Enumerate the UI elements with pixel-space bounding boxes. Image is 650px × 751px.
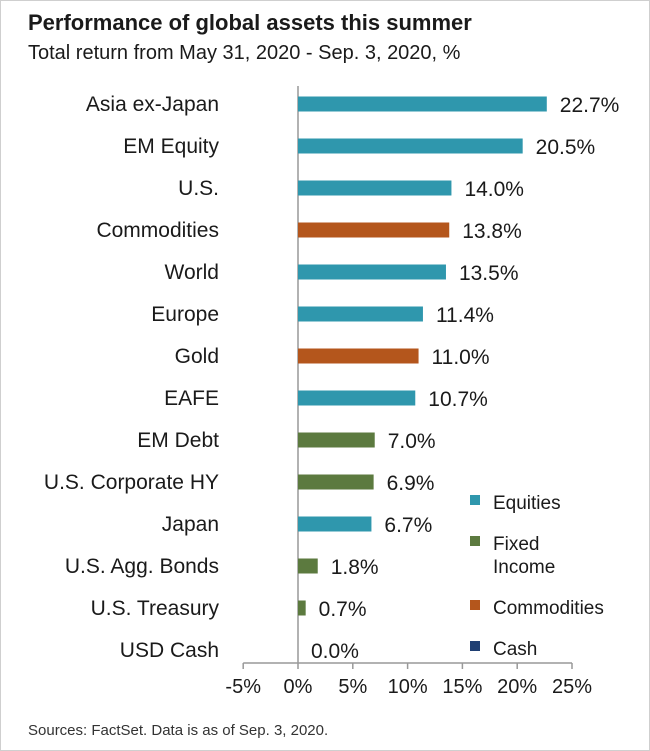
bar-japan [298, 516, 372, 532]
legend-label-commodities: Commodities [493, 598, 604, 619]
x-tick-label: 20% [497, 676, 537, 698]
value-label-eafe: 10.7% [428, 388, 488, 411]
value-label-u-s: 14.0% [464, 178, 524, 201]
value-label-em-debt: 7.0% [388, 430, 436, 453]
category-label-u-s: U.S. [178, 177, 219, 200]
bar-gold [298, 348, 419, 364]
category-label-europe: Europe [151, 303, 219, 326]
bar-u-s-agg-bonds [298, 558, 318, 574]
chart-title: Performance of global assets this summer [28, 10, 472, 35]
value-label-u-s-treasury: 0.7% [319, 598, 367, 621]
x-tick-label: 25% [552, 676, 592, 698]
category-label-asia-ex-japan: Asia ex-Japan [86, 93, 219, 116]
x-tick-label: 10% [388, 676, 428, 698]
category-label-japan: Japan [162, 513, 219, 536]
legend-swatch-equities [470, 495, 480, 505]
chart-subtitle: Total return from May 31, 2020 - Sep. 3,… [28, 42, 461, 64]
bar-commodities [298, 222, 450, 238]
x-tick-label: 5% [338, 676, 367, 698]
category-label-u-s-agg-bonds: U.S. Agg. Bonds [65, 555, 219, 578]
category-label-eafe: EAFE [164, 387, 219, 410]
bar-eafe [298, 390, 416, 406]
legend-swatch-cash [470, 641, 480, 651]
category-label-u-s-corporate-hy: U.S. Corporate HY [44, 471, 219, 494]
x-tick-label: 0% [284, 676, 313, 698]
bar-u-s-corporate-hy [298, 474, 374, 490]
legend-label-fixed-income: Income [493, 557, 555, 578]
source-note: Sources: FactSet. Data is as of Sep. 3, … [28, 722, 329, 739]
category-label-commodities: Commodities [96, 219, 219, 242]
category-label-u-s-treasury: U.S. Treasury [91, 597, 220, 620]
value-label-world: 13.5% [459, 262, 519, 285]
x-tick-label: -5% [225, 676, 261, 698]
bar-u-s [298, 180, 452, 196]
bar-em-equity [298, 138, 523, 154]
value-label-usd-cash: 0.0% [311, 640, 359, 663]
value-label-u-s-agg-bonds: 1.8% [331, 556, 379, 579]
value-label-em-equity: 20.5% [536, 136, 596, 159]
category-label-gold: Gold [175, 345, 219, 368]
value-label-europe: 11.4% [436, 304, 494, 327]
value-label-japan: 6.7% [384, 514, 432, 537]
value-label-u-s-corporate-hy: 6.9% [387, 472, 435, 495]
category-label-usd-cash: USD Cash [120, 639, 219, 662]
category-label-world: World [165, 261, 219, 284]
value-label-commodities: 13.8% [462, 220, 522, 243]
bar-asia-ex-japan [298, 96, 547, 112]
x-tick-label: 15% [442, 676, 482, 698]
value-label-asia-ex-japan: 22.7% [560, 94, 620, 117]
bar-world [298, 264, 446, 280]
legend-label-fixed-income: Fixed [493, 534, 539, 555]
legend-label-cash: Cash [493, 639, 537, 660]
legend-swatch-fixed-income [470, 536, 480, 546]
legend-label-equities: Equities [493, 493, 561, 514]
bar-em-debt [298, 432, 375, 448]
value-label-gold: 11.0% [432, 346, 490, 369]
category-label-em-debt: EM Debt [137, 429, 219, 452]
category-label-em-equity: EM Equity [123, 135, 219, 158]
bar-u-s-treasury [298, 600, 306, 616]
legend-swatch-commodities [470, 600, 480, 610]
bar-europe [298, 306, 423, 322]
